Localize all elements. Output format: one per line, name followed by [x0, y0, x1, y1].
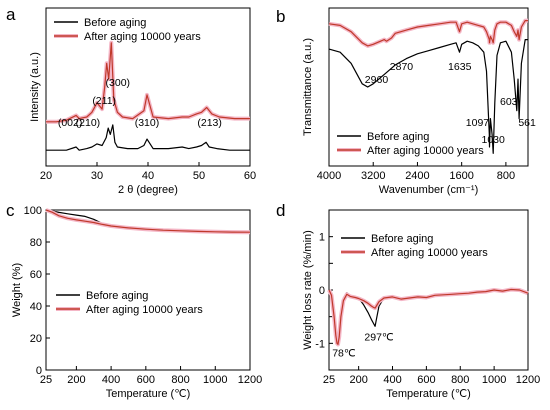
x-tick-label-d-5: 1000: [482, 374, 506, 386]
legend-label-c-1: After aging 10000 years: [86, 304, 203, 316]
y-axis-label-c: Weight (%): [11, 263, 23, 317]
legend-label-c-0: Before aging: [86, 290, 148, 302]
band-label-b-1: 2870: [390, 61, 414, 73]
band-label-b-3: 1097: [466, 117, 490, 129]
legend-label-d-1: After aging 10000 years: [371, 247, 488, 259]
x-tick-label-d-6: 1200: [516, 374, 540, 386]
x-tick-label-c-3: 600: [137, 374, 155, 386]
x-tick-label-d-0: 25: [323, 374, 335, 386]
legend-label-a-1: After aging 10000 years: [84, 31, 201, 43]
x-tick-label-c-1: 200: [67, 374, 85, 386]
y-axis-label-d: Weight loss rate (%/min): [302, 230, 314, 350]
x-tick-label-a-3: 50: [193, 170, 205, 182]
series-shadow-a-1: [46, 40, 250, 124]
peak-label-a-1: (210): [76, 117, 101, 129]
x-axis-label-c: Temperature (℃): [106, 388, 191, 400]
panel-c: 25 200 400 600 800 1000 1200 0 20 40 60 80 100 Temper…: [11, 205, 262, 400]
x-tick-label-b-0: 4000: [317, 170, 341, 182]
series-shadow-d-1: [327, 287, 529, 347]
x-tick-label-c-0: 25: [40, 374, 52, 386]
x-tick-label-b-4: 800: [497, 170, 515, 182]
series-line-b-1: [328, 20, 528, 47]
x-tick-label-d-4: 800: [451, 374, 469, 386]
x-tick-label-d-1: 200: [349, 374, 367, 386]
x-tick-label-c-6: 1200: [238, 374, 262, 386]
x-axis-label-a: 2 θ (degree): [118, 184, 178, 196]
series-line-b-0: [328, 38, 528, 154]
x-tick-label-b-2: 2400: [405, 170, 429, 182]
legend-label-d-0: Before aging: [371, 233, 433, 245]
peak-label-a-5: (213): [197, 117, 222, 129]
x-tick-label-c-4: 800: [171, 374, 189, 386]
x-tick-label-b-1: 3200: [361, 170, 385, 182]
y-tick-label-d-2: 0: [319, 285, 325, 297]
y-tick-label-c-4: 80: [30, 237, 42, 249]
x-tick-label-d-3: 600: [417, 374, 435, 386]
x-axis-label-b: Wavenumber (cm⁻¹): [379, 184, 479, 196]
x-tick-label-a-2: 40: [142, 170, 154, 182]
x-tick-label-c-5: 1000: [203, 374, 227, 386]
y-tick-label-c-3: 60: [30, 269, 42, 281]
series-line-a-0: [46, 124, 250, 151]
plot-frame-b: [328, 7, 529, 167]
x-tick-label-c-2: 400: [102, 374, 120, 386]
panel-a: 20 30 40 50 60 2 θ (degree) Intensity (a.u.) Be…: [29, 7, 256, 196]
y-tick-label-c-5: 100: [24, 205, 42, 217]
series-line-a-1: [46, 42, 250, 123]
panel-letter-a: a: [6, 5, 16, 24]
series-shadow-b-1: [328, 18, 528, 48]
peak-label-a-3: (300): [106, 77, 131, 89]
y-tick-label-c-2: 40: [30, 301, 42, 313]
legend-label-b-1: After aging 10000 years: [367, 145, 484, 157]
x-axis-label-d: Temperature (℃): [386, 388, 471, 400]
y-tick-label-c-0: 0: [36, 365, 42, 377]
x-tick-label-d-2: 400: [383, 374, 401, 386]
y-axis-label-b: Transmittance (a.u.): [302, 38, 314, 136]
peak-label-d-0: 78℃: [332, 347, 356, 359]
peak-label-d-1: 297℃: [364, 331, 394, 343]
x-tick-label-a-4: 60: [244, 170, 256, 182]
band-label-b-0: 2960: [365, 74, 389, 86]
x-tick-label-a-1: 30: [91, 170, 103, 182]
series-line-d-1: [328, 288, 529, 345]
legend-label-a-0: Before aging: [84, 17, 146, 29]
x-tick-label-b-3: 1600: [449, 170, 473, 182]
series-line-c-1: [45, 209, 251, 233]
panel-letter-c: c: [6, 201, 15, 220]
legend-label-b-0: Before aging: [367, 131, 429, 143]
peak-label-a-4: (310): [135, 117, 160, 129]
y-axis-label-a: Intensity (a.u.): [29, 52, 41, 122]
peak-label-a-0: (002): [58, 117, 83, 129]
band-label-b-6: 561: [518, 117, 536, 129]
band-label-b-2: 1635: [448, 61, 472, 73]
x-tick-label-a-0: 20: [40, 170, 52, 182]
panel-b: 4000 3200 2400 1600 800 Wavenumber (cm⁻¹) Tran…: [302, 7, 536, 196]
y-tick-label-c-1: 20: [30, 333, 42, 345]
y-tick-label-d-4: 1: [319, 232, 325, 244]
band-label-b-5: 603: [500, 96, 518, 108]
y-tick-label-d-0: -1: [315, 338, 325, 350]
panel-letter-b: b: [276, 7, 285, 26]
band-label-b-4: 1030: [481, 134, 505, 146]
panel-d: 25 200 400 600 800 1000 1200 -1 0 1 Temperature (℃…: [302, 209, 540, 400]
plot-frame-c: [45, 209, 251, 371]
panel-letter-d: d: [276, 201, 285, 220]
peak-label-a-2: (211): [92, 95, 116, 107]
